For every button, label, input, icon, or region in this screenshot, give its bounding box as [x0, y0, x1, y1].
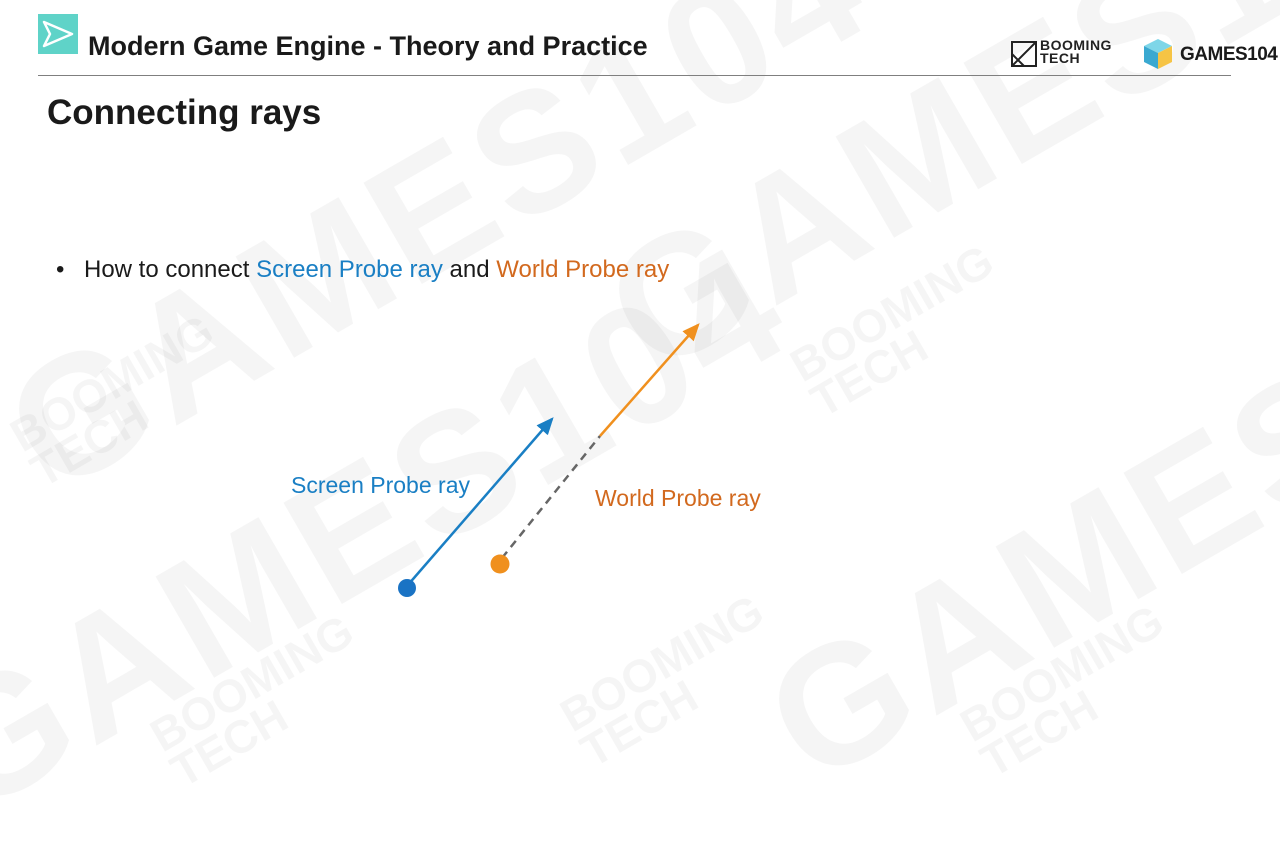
games104-wordmark: GAMES104 [1180, 44, 1278, 65]
dashed-connector [501, 435, 601, 559]
bullet-item: • How to connect Screen Probe ray and Wor… [56, 256, 669, 284]
world-probe-ray-label: World Probe ray [595, 485, 761, 511]
bullet-screen-ray: Screen Probe ray [256, 256, 443, 283]
world-probe-ray [599, 323, 700, 437]
games104-cube-icon [1144, 39, 1172, 69]
bullet-world-ray: World Probe ray [496, 256, 670, 283]
screen-probe-ray [406, 417, 554, 587]
booming-tech-icon [1011, 41, 1037, 67]
ray-diagram [398, 323, 700, 597]
booming-line: BOOMING [1040, 37, 1112, 53]
tech-line: TECH [1040, 50, 1081, 66]
slide-title: Connecting rays [47, 93, 322, 132]
screen-probe-origin [398, 579, 416, 597]
booming-tech-logo: BOOMING TECH [1010, 38, 1150, 70]
bullet-middle: and [442, 256, 497, 283]
screen-probe-ray-label: Screen Probe ray [291, 472, 470, 498]
header-divider [38, 75, 1231, 76]
booming-tech-wordmark: BOOMING TECH [1040, 37, 1112, 66]
bullet-prefix: How to connect [84, 256, 257, 283]
course-title: Modern Game Engine - Theory and Practice [88, 31, 648, 61]
bullet-dot: • [56, 256, 65, 283]
world-probe-origin [490, 554, 510, 574]
play-logo-icon [38, 14, 78, 54]
